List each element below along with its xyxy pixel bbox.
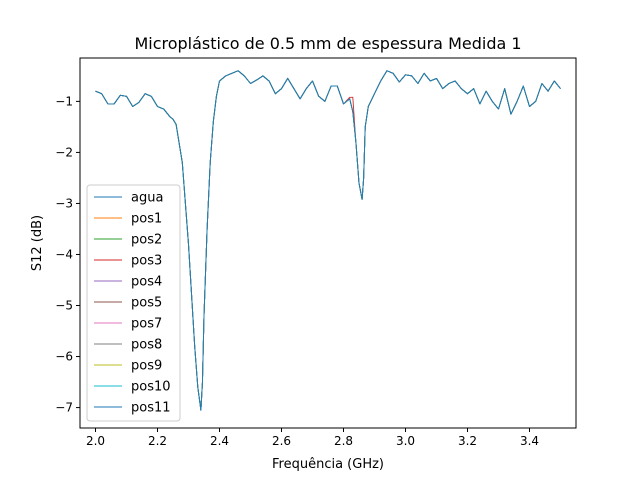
legend-label-agua: agua	[131, 191, 163, 206]
x-tick-label: 2.0	[86, 434, 105, 448]
legend-label-pos3: pos3	[131, 254, 162, 269]
y-axis-label: S12 (dB)	[30, 215, 45, 271]
legend-label-pos1: pos1	[131, 212, 162, 227]
x-tick-label: 2.2	[148, 434, 167, 448]
legend-label-pos9: pos9	[131, 359, 162, 374]
y-tick-label: −7	[55, 401, 73, 415]
legend-label-pos5: pos5	[131, 296, 162, 311]
y-tick-label: −3	[55, 196, 73, 210]
x-tick-label: 2.6	[272, 434, 291, 448]
y-tick-label: −5	[55, 299, 73, 313]
x-tick-label: 2.8	[334, 434, 353, 448]
x-tick-label: 3.2	[458, 434, 477, 448]
legend-label-pos10: pos10	[131, 380, 171, 395]
y-tick-label: −1	[55, 94, 73, 108]
x-tick-label: 2.4	[210, 434, 229, 448]
legend-label-pos7: pos7	[131, 317, 162, 332]
x-tick-label: 3.0	[396, 434, 415, 448]
x-axis-label: Frequência (GHz)	[272, 457, 384, 472]
y-tick-label: −6	[55, 350, 73, 364]
x-tick-label: 3.4	[520, 434, 539, 448]
y-tick-label: −4	[55, 247, 73, 261]
legend-label-pos8: pos8	[131, 338, 162, 353]
legend-label-pos4: pos4	[131, 275, 162, 290]
y-tick-label: −2	[55, 145, 73, 159]
legend-label-pos11: pos11	[131, 401, 171, 416]
legend: agua pos1 pos2 pos3 pos4 pos5 pos7 pos8 pos9 pos1…	[87, 185, 180, 421]
legend-label-pos2: pos2	[131, 233, 162, 248]
chart-title: Microplástico de 0.5 mm de espessura Med…	[134, 34, 521, 53]
